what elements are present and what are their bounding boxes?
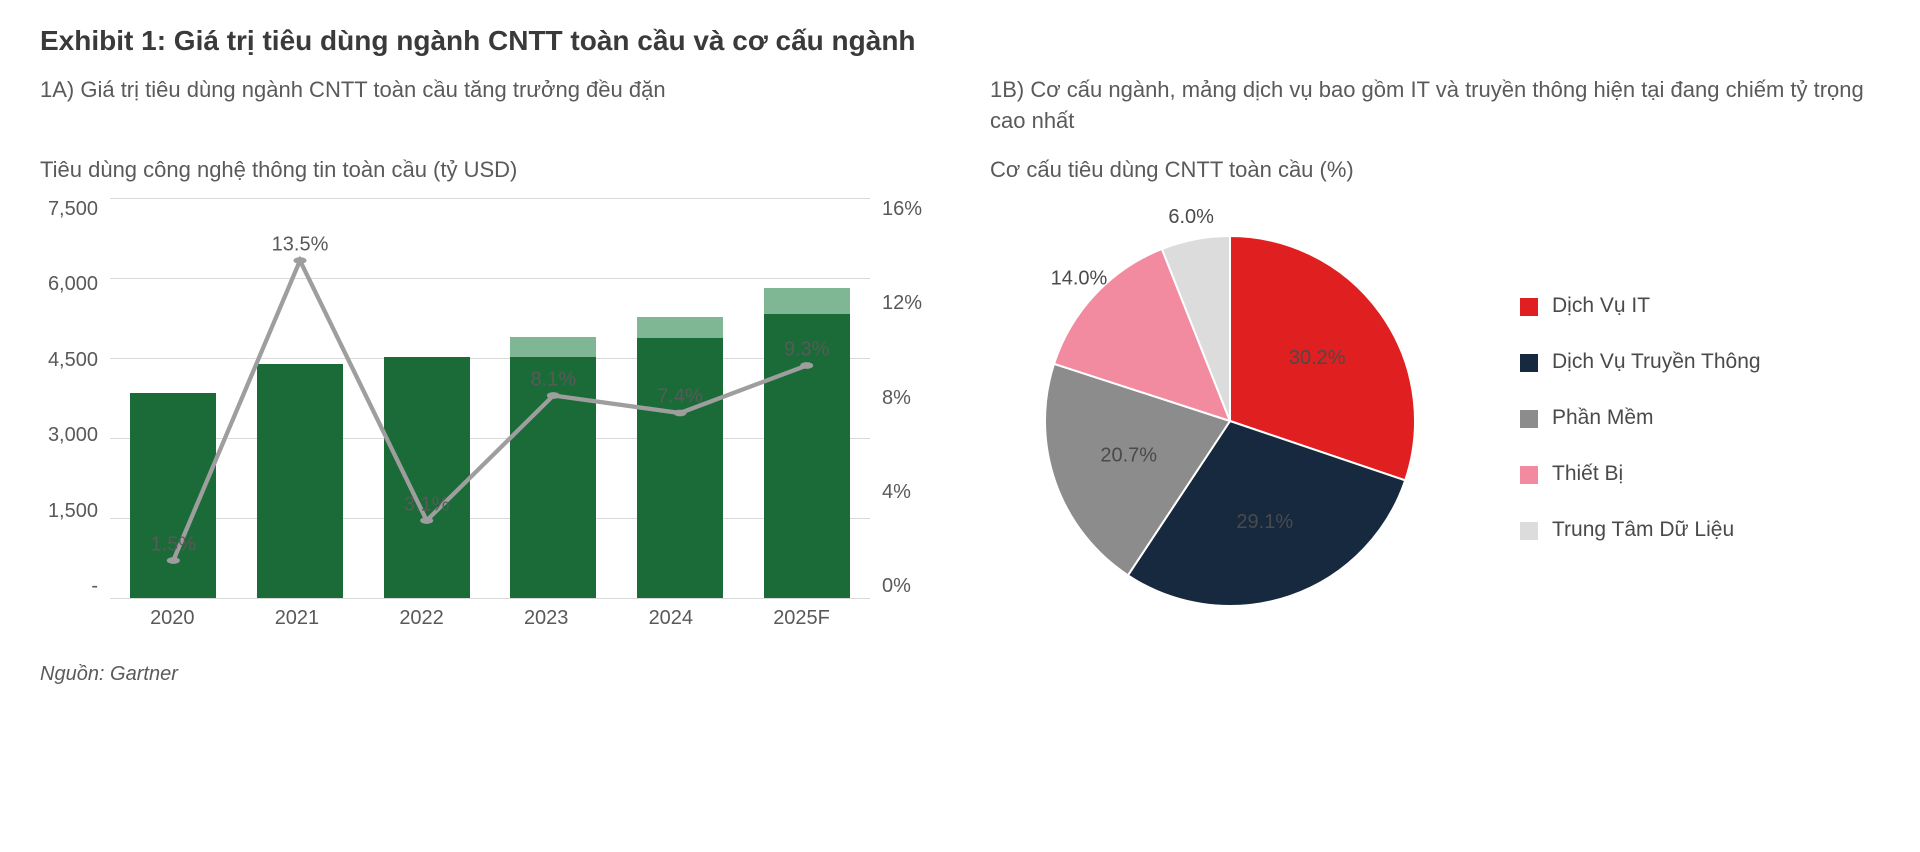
pie-slice-label: 29.1% xyxy=(1236,510,1293,532)
growth-line xyxy=(173,261,806,561)
pie-slice-label: 20.7% xyxy=(1100,444,1157,466)
legend-swatch xyxy=(1520,410,1538,428)
combo-chart: 7,500 6,000 4,500 3,000 1,500 - 1.5% 13.5% 3.1%… xyxy=(40,198,930,638)
y-axis-left: 7,500 6,000 4,500 3,000 1,500 - xyxy=(40,198,110,638)
y-left-tick: 1,500 xyxy=(40,500,98,523)
panel-a: 1A) Giá trị tiêu dùng ngành CNTT toàn cầ… xyxy=(40,75,930,638)
legend-label: Dịch Vụ IT xyxy=(1552,294,1650,318)
line-value-label: 8.1% xyxy=(531,368,577,391)
y-left-tick: - xyxy=(40,575,98,598)
legend-swatch xyxy=(1520,522,1538,540)
pie-slice-label: 30.2% xyxy=(1289,346,1346,368)
legend-label: Trung Tâm Dữ Liệu xyxy=(1552,518,1734,542)
legend-label: Dịch Vụ Truyền Thông xyxy=(1552,350,1761,374)
y-right-tick: 12% xyxy=(882,292,930,315)
line-marker xyxy=(800,362,813,369)
legend-item: Trung Tâm Dữ Liệu xyxy=(1520,518,1761,542)
line-marker xyxy=(293,257,306,264)
line-value-label: 3.1% xyxy=(404,493,450,516)
y-left-tick: 4,500 xyxy=(40,349,98,372)
legend-item: Dịch Vụ IT xyxy=(1520,294,1761,318)
y-right-tick: 4% xyxy=(882,481,930,504)
exhibit-title: Exhibit 1: Giá trị tiêu dùng ngành CNTT … xyxy=(40,25,1880,57)
y-right-tick: 16% xyxy=(882,198,930,221)
y-right-tick: 0% xyxy=(882,575,930,598)
pie-legend: Dịch Vụ IT Dịch Vụ Truyền Thông Phần Mềm Th… xyxy=(1520,294,1761,542)
line-value-label: 13.5% xyxy=(272,233,329,256)
pie-svg: 30.2% 29.1% 20.7% 14.0% 6.0% xyxy=(990,206,1470,626)
line-marker xyxy=(420,517,433,524)
line-marker xyxy=(167,557,180,564)
x-tick-label: 2024 xyxy=(649,607,694,630)
legend-item: Phần Mềm xyxy=(1520,406,1761,430)
panel-b-subtitle: 1B) Cơ cấu ngành, mảng dịch vụ bao gồm I… xyxy=(990,75,1880,137)
y-left-tick: 7,500 xyxy=(40,198,98,221)
x-tick-label: 2020 xyxy=(150,607,195,630)
legend-label: Phần Mềm xyxy=(1552,406,1654,430)
y-left-tick: 6,000 xyxy=(40,273,98,296)
source-text: Nguồn: Gartner xyxy=(40,663,1880,686)
panel-a-subtitle: 1A) Giá trị tiêu dùng ngành CNTT toàn cầ… xyxy=(40,75,930,137)
plot-area: 1.5%13.5%3.1%8.1%7.4%9.3% 20202021202220… xyxy=(110,198,870,638)
legend-swatch xyxy=(1520,298,1538,316)
legend-item: Dịch Vụ Truyền Thông xyxy=(1520,350,1761,374)
legend-swatch xyxy=(1520,466,1538,484)
line-marker xyxy=(547,392,560,399)
y-right-tick: 8% xyxy=(882,387,930,410)
pie-chart: 30.2%29.1%20.7%14.0%6.0% Dịch Vụ ITDịch … xyxy=(990,198,1880,638)
x-tick-label: 2021 xyxy=(275,607,320,630)
line-value-label: 7.4% xyxy=(657,385,703,408)
y-left-tick: 3,000 xyxy=(40,424,98,447)
pie-slice-label: 14.0% xyxy=(1051,267,1108,289)
line-value-label: 9.3% xyxy=(784,338,830,361)
y-axis-right: 16% 12% 8% 4% 0% xyxy=(870,198,930,638)
x-tick-label: 2025F xyxy=(773,607,830,630)
x-tick-label: 2022 xyxy=(399,607,444,630)
pie-slice-label: 6.0% xyxy=(1168,206,1214,228)
panel-b-chart-title: Cơ cấu tiêu dùng CNTT toàn cầu (%) xyxy=(990,157,1880,183)
panels-row: 1A) Giá trị tiêu dùng ngành CNTT toàn cầ… xyxy=(40,75,1880,638)
legend-item: Thiết Bị xyxy=(1520,462,1761,486)
legend-swatch xyxy=(1520,354,1538,372)
line-value-label: 1.5% xyxy=(151,533,197,556)
line-marker xyxy=(673,410,686,417)
x-tick-label: 2023 xyxy=(524,607,569,630)
x-axis-labels: 2020 2021 2022 2023 2024 2025F xyxy=(110,598,870,638)
legend-label: Thiết Bị xyxy=(1552,462,1623,486)
panel-a-chart-title: Tiêu dùng công nghệ thông tin toàn cầu (… xyxy=(40,157,930,183)
panel-b: 1B) Cơ cấu ngành, mảng dịch vụ bao gồm I… xyxy=(990,75,1880,638)
